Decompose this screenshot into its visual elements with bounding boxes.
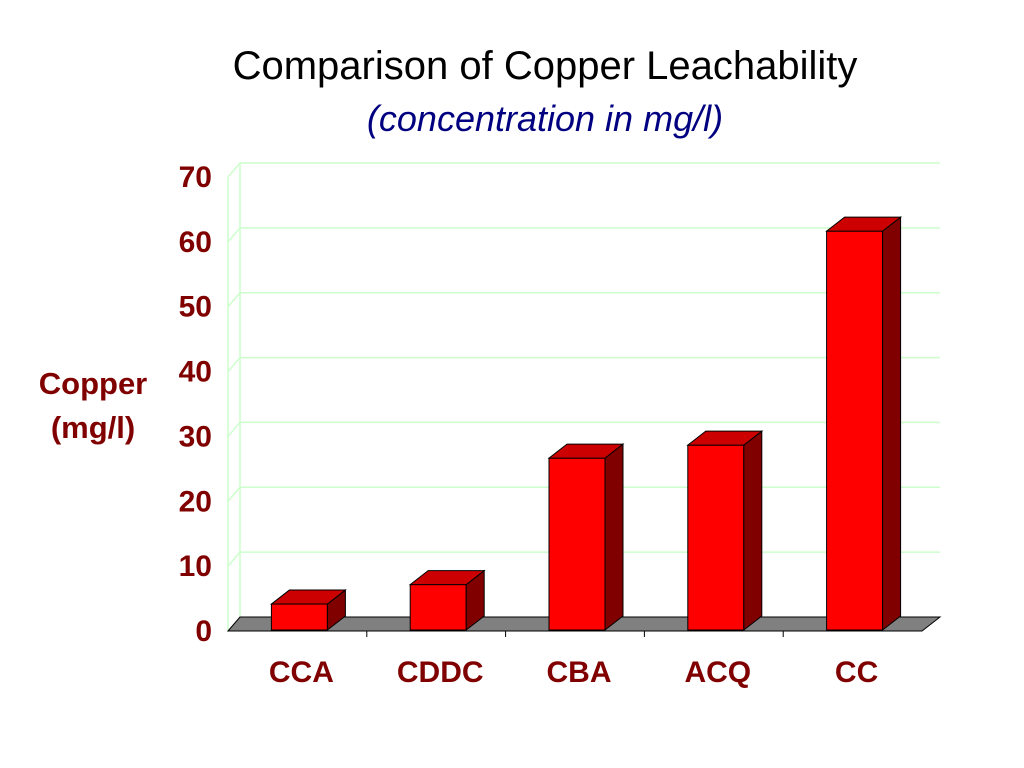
bar-front — [687, 444, 745, 631]
bar-top — [825, 216, 903, 232]
gridline-wall — [227, 486, 241, 502]
bar-front — [270, 603, 328, 631]
chart-title: Comparison of Copper Leachability — [232, 44, 858, 88]
y-tick-label: 0 — [195, 615, 212, 648]
y-tick-label: 50 — [179, 291, 212, 324]
y-tick-label: 10 — [179, 550, 212, 583]
y-axis-label: Copper (mg/l) — [18, 362, 168, 450]
bar-front — [409, 584, 467, 631]
chart-subtitle: (concentration in mg/l) — [366, 98, 724, 139]
bar-side — [743, 430, 763, 632]
bar-cca — [269, 589, 347, 632]
bar-top — [547, 443, 625, 459]
y-axis-label-line2: (mg/l) — [50, 410, 136, 445]
bars — [269, 216, 903, 632]
bar-acq — [686, 430, 764, 632]
bar-cc — [825, 216, 903, 632]
bar-top — [269, 589, 347, 605]
x-tick-label: CCA — [269, 656, 334, 689]
y-axis-label-line1: Copper — [38, 366, 148, 401]
gridline-wall — [227, 357, 241, 373]
bar-cba — [547, 443, 625, 632]
gridline-wall — [227, 551, 241, 567]
x-tick-label: ACQ — [684, 656, 751, 689]
y-tick-label: 30 — [179, 420, 212, 453]
x-tick-label: CC — [835, 656, 878, 689]
gridline-wall — [227, 162, 241, 178]
y-tick-label: 20 — [179, 485, 212, 518]
x-axis-ticks: CCA CDDC CBA ACQ CC — [269, 631, 878, 689]
bar-top — [686, 430, 764, 446]
bar-front — [826, 230, 884, 631]
bar-front — [548, 457, 606, 631]
gridline-wall — [227, 227, 241, 243]
y-tick-label: 40 — [179, 356, 212, 389]
y-tick-label: 70 — [179, 161, 212, 194]
bar-side — [882, 216, 902, 632]
bar-top — [408, 570, 486, 586]
x-tick-label: CBA — [547, 656, 612, 689]
x-tick-label: CDDC — [397, 656, 484, 689]
gridline-wall — [227, 421, 241, 437]
bar-cddc — [408, 569, 486, 632]
gridline-wall — [227, 292, 241, 308]
bar-side — [604, 443, 624, 632]
y-axis-ticks: 0 10 20 30 40 50 60 70 — [179, 161, 212, 648]
y-tick-label: 60 — [179, 226, 212, 259]
